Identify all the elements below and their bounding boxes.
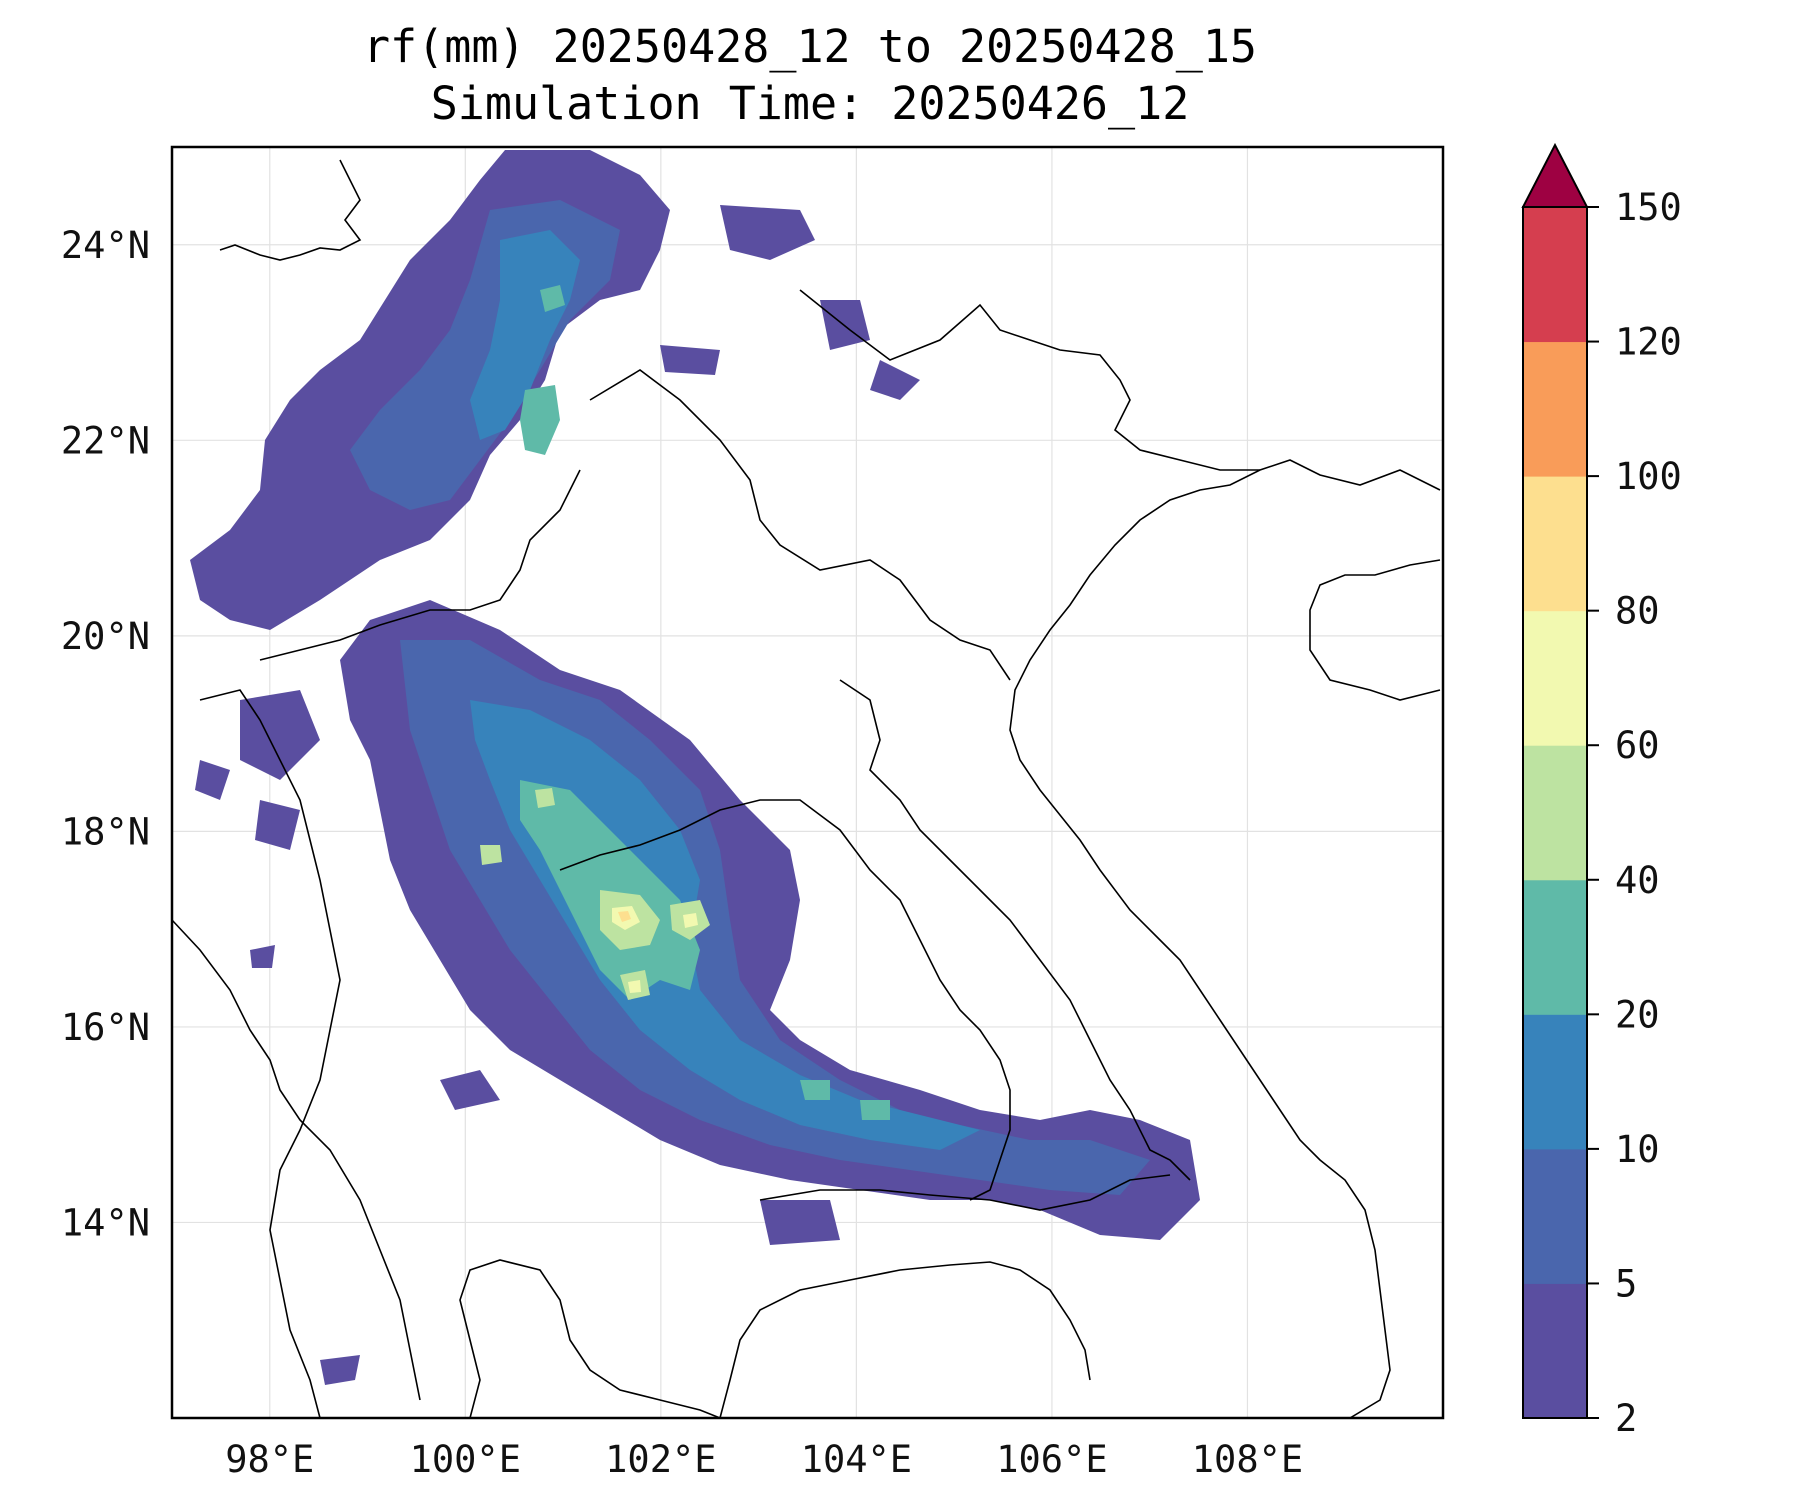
colorbar-label-5: 5: [1615, 1262, 1637, 1305]
rainfall-field: [190, 150, 1200, 1385]
rain-band-80-100: [618, 911, 631, 922]
coastlines-and-borders: [172, 159, 1441, 1418]
border-myanmar-thailand: [172, 919, 421, 1401]
colorbar-label-10: 10: [1615, 1128, 1660, 1171]
colorbar: 2 5 10 20 40 60 80 100 120 150: [1521, 142, 1682, 1440]
colorbar-label-40: 40: [1615, 859, 1660, 902]
y-tick-label-20: 20°N: [61, 615, 150, 658]
y-tick-label-24: 24°N: [61, 224, 150, 267]
x-tick-label-106: 106°E: [996, 1438, 1107, 1481]
x-tick-label-104: 104°E: [801, 1438, 912, 1481]
rain-band-2-5-west-scatter: [195, 690, 840, 1385]
colorbar-segment-20-40: [1523, 879, 1587, 1015]
colorbar-segment-100-120: [1523, 341, 1587, 477]
y-tick-label-18: 18°N: [61, 810, 150, 853]
rain-band-10-20-mid: [470, 700, 980, 1150]
border-myanmar-west: [199, 689, 341, 1418]
map-title-line-1: rf(mm) 20250428_12 to 20250428_15: [363, 20, 1257, 73]
colorbar-label-150: 150: [1615, 186, 1682, 229]
y-axis-ticks: 24°N 22°N 20°N 18°N 16°N 14°N: [61, 224, 150, 1245]
colorbar-segment-10-20: [1523, 1014, 1587, 1150]
y-tick-label-16: 16°N: [61, 1006, 150, 1049]
colorbar-label-60: 60: [1615, 724, 1660, 767]
x-tick-label-102: 102°E: [605, 1438, 716, 1481]
colorbar-label-2: 2: [1615, 1397, 1637, 1440]
border-mekong-south: [559, 799, 1011, 1201]
colorbar-segment-5-10: [1523, 1148, 1587, 1284]
map-title-line-2: Simulation Time: 20250426_12: [431, 77, 1190, 130]
rain-band-2-5-north-fringe: [660, 205, 920, 400]
coastline-vietnam-china: [1009, 459, 1441, 1418]
y-tick-label-14: 14°N: [61, 1201, 150, 1244]
y-tick-label-22: 22°N: [61, 419, 150, 462]
rain-band-10-20-north: [470, 230, 580, 440]
coastline-hainan: [1309, 559, 1441, 701]
colorbar-segment-40-60: [1523, 745, 1587, 881]
map-panel[interactable]: [172, 147, 1443, 1418]
colorbar-extend-triangle: [1521, 142, 1589, 208]
x-tick-label-98: 98°E: [225, 1438, 314, 1481]
colorbar-segments: [1523, 207, 1587, 1419]
border-laos-vietnam-north: [589, 369, 1011, 681]
colorbar-label-20: 20: [1615, 993, 1660, 1036]
colorbar-segment-120-150: [1523, 207, 1587, 343]
colorbar-labels: 2 5 10 20 40 60 80 100 120 150: [1615, 186, 1682, 1440]
border-cambodia-south: [719, 1261, 1091, 1418]
border-laos-thailand-mekong: [259, 469, 581, 661]
rain-band-20-40-mid: [520, 780, 890, 1120]
x-tick-label-108: 108°E: [1192, 1438, 1303, 1481]
colorbar-segment-2-5: [1523, 1283, 1587, 1419]
colorbar-ticks: [1587, 206, 1599, 1419]
colorbar-label-120: 120: [1615, 321, 1682, 364]
colorbar-label-80: 80: [1615, 590, 1660, 633]
map-frame: [170, 145, 1445, 1420]
colorbar-segment-80-100: [1523, 476, 1587, 612]
x-tick-label-100: 100°E: [410, 1438, 521, 1481]
border-china-north: [219, 159, 362, 261]
coastline-gulf-thailand: [459, 1259, 721, 1418]
x-axis-ticks: 98°E 100°E 102°E 104°E 106°E 108°E: [225, 1438, 1303, 1481]
rain-band-20-40-north: [520, 285, 565, 455]
colorbar-label-100: 100: [1615, 455, 1682, 498]
border-thailand-cambodia: [759, 1174, 1171, 1211]
colorbar-segment-60-80: [1523, 610, 1587, 746]
border-laos-inner: [839, 679, 1191, 1181]
border-china-vietnam: [799, 289, 1260, 471]
colorbar-frame: [1522, 206, 1588, 1419]
